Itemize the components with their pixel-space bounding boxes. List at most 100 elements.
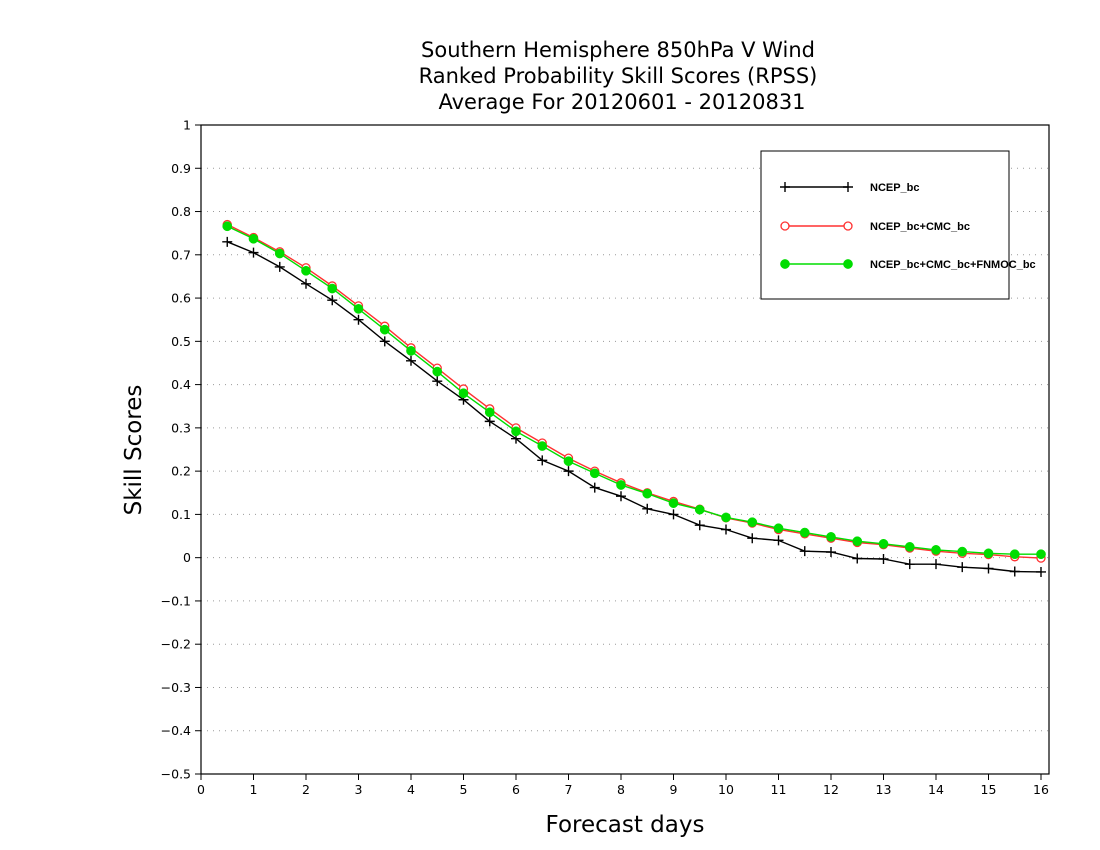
- y-tick-label: 0: [183, 550, 191, 565]
- filled-circle-marker: [721, 512, 731, 523]
- filled-circle-marker: [353, 304, 364, 314]
- filled-circle-marker: [327, 283, 338, 294]
- legend-label: NCEP_bc+CMC_bc: [870, 221, 970, 233]
- plus-marker: [222, 236, 233, 247]
- filled-circle-marker: [747, 517, 758, 528]
- filled-circle-marker: [1009, 549, 1020, 560]
- legend-entry-3: NCEP_bc+CMC_bc+FNMOC_bc: [780, 259, 1036, 271]
- plus-marker: [983, 563, 994, 574]
- filled-circle-marker: [694, 504, 705, 515]
- x-tick-label: 9: [670, 782, 678, 797]
- x-tick-label: 8: [617, 782, 625, 797]
- legend-box: [760, 150, 1010, 300]
- x-tick-label: 10: [718, 782, 734, 797]
- y-tick-label: 0.4: [171, 377, 191, 392]
- x-tick-label: 4: [407, 782, 415, 797]
- x-tick-label: 1: [250, 782, 258, 797]
- y-tick-label: −0.5: [161, 767, 191, 782]
- x-axis-label: Forecast days: [546, 812, 705, 838]
- plus-marker: [668, 509, 679, 520]
- plus-marker: [379, 336, 390, 347]
- plus-marker: [931, 559, 941, 570]
- x-tick-label: 3: [355, 782, 363, 797]
- legend-entry-1: NCEP_bc: [780, 182, 920, 194]
- series-line: [227, 241, 1042, 573]
- plus-marker: [843, 182, 853, 192]
- plus-marker: [852, 553, 863, 564]
- filled-circle-marker: [274, 248, 285, 259]
- x-tick-label: 15: [981, 782, 997, 797]
- chart-title: Southern Hemisphere 850hPa V Wind Ranked…: [419, 38, 818, 114]
- x-tick-label: 7: [565, 782, 573, 797]
- series-layer: [222, 219, 1046, 577]
- legend-label: NCEP_bc+CMC_bc+FNMOC_bc: [870, 259, 1036, 271]
- y-tick-label: −0.3: [161, 680, 191, 695]
- filled-circle-marker: [379, 324, 390, 335]
- x-tick-label: 2: [302, 782, 310, 797]
- y-tick-label: 0.6: [171, 291, 191, 306]
- plus-marker: [353, 314, 364, 325]
- filled-circle-marker: [432, 366, 443, 377]
- filled-circle-marker: [668, 498, 679, 509]
- x-tick-label: 12: [823, 782, 839, 797]
- plus-marker: [957, 562, 968, 573]
- plot-frame: [200, 124, 1050, 775]
- x-tick-label: 0: [197, 782, 205, 797]
- plus-marker: [327, 295, 338, 306]
- filled-circle-marker: [642, 488, 653, 499]
- filled-circle-marker: [957, 546, 968, 557]
- filled-circle-marker: [563, 456, 574, 467]
- y-tick-label: −0.4: [161, 723, 191, 738]
- y-tick-label: 0.8: [171, 204, 191, 219]
- filled-circle-marker: [537, 441, 548, 451]
- open-circle-marker: [780, 221, 790, 231]
- plus-marker: [274, 261, 285, 272]
- plus-marker: [484, 416, 495, 427]
- y-tick-label: 0.9: [171, 161, 191, 176]
- filled-circle-marker: [248, 233, 259, 244]
- filled-circle-marker: [406, 346, 416, 356]
- y-tick-label: 0.7: [171, 247, 191, 262]
- plus-marker: [406, 355, 416, 366]
- filled-circle-marker: [589, 468, 600, 479]
- filled-circle-marker: [1036, 549, 1046, 560]
- plus-marker: [904, 559, 915, 570]
- filled-circle-marker: [826, 532, 836, 542]
- plus-marker: [780, 182, 790, 192]
- y-tick-label: 0.3: [171, 420, 191, 435]
- filled-circle-marker: [931, 545, 941, 555]
- filled-circle-marker: [458, 388, 469, 399]
- series-1: [222, 236, 1046, 577]
- filled-circle-marker: [843, 259, 853, 269]
- filled-circle-marker: [852, 536, 863, 547]
- filled-circle-marker: [222, 221, 233, 232]
- x-tick-label: 6: [512, 782, 520, 797]
- filled-circle-marker: [799, 527, 810, 538]
- legend-label: NCEP_bc: [870, 182, 920, 194]
- filled-circle-marker: [780, 259, 790, 269]
- plus-marker: [642, 503, 653, 514]
- legend-entry-2: NCEP_bc+CMC_bc: [780, 221, 970, 233]
- x-tick-label: 16: [1033, 782, 1049, 797]
- chart-title-line-1: Southern Hemisphere 850hPa V Wind: [421, 38, 815, 62]
- plus-marker: [537, 455, 548, 466]
- filled-circle-marker: [878, 538, 889, 549]
- chart-title-line-3: Average For 20120601 - 20120831: [438, 90, 805, 114]
- y-tick-label: 1: [183, 118, 191, 133]
- series-3: [222, 221, 1046, 560]
- plus-marker: [248, 247, 259, 258]
- y-tick-label: 0.2: [171, 464, 191, 479]
- plus-marker: [1036, 566, 1046, 577]
- filled-circle-marker: [983, 548, 994, 559]
- filled-circle-marker: [616, 480, 626, 490]
- plus-marker: [721, 524, 731, 535]
- plus-marker: [773, 535, 784, 546]
- filled-circle-marker: [511, 426, 521, 437]
- filled-circle-marker: [904, 542, 915, 552]
- x-tick-label: 13: [876, 782, 892, 797]
- plus-marker: [301, 278, 311, 289]
- x-tick-label: 14: [928, 782, 944, 797]
- axis-ticks: −0.5 −0.4 −0.3 −0.2 −0.1 0 0.1 0.2 0.3 0.4 0.5 0.6 0…: [161, 118, 1049, 798]
- plus-marker: [432, 376, 443, 387]
